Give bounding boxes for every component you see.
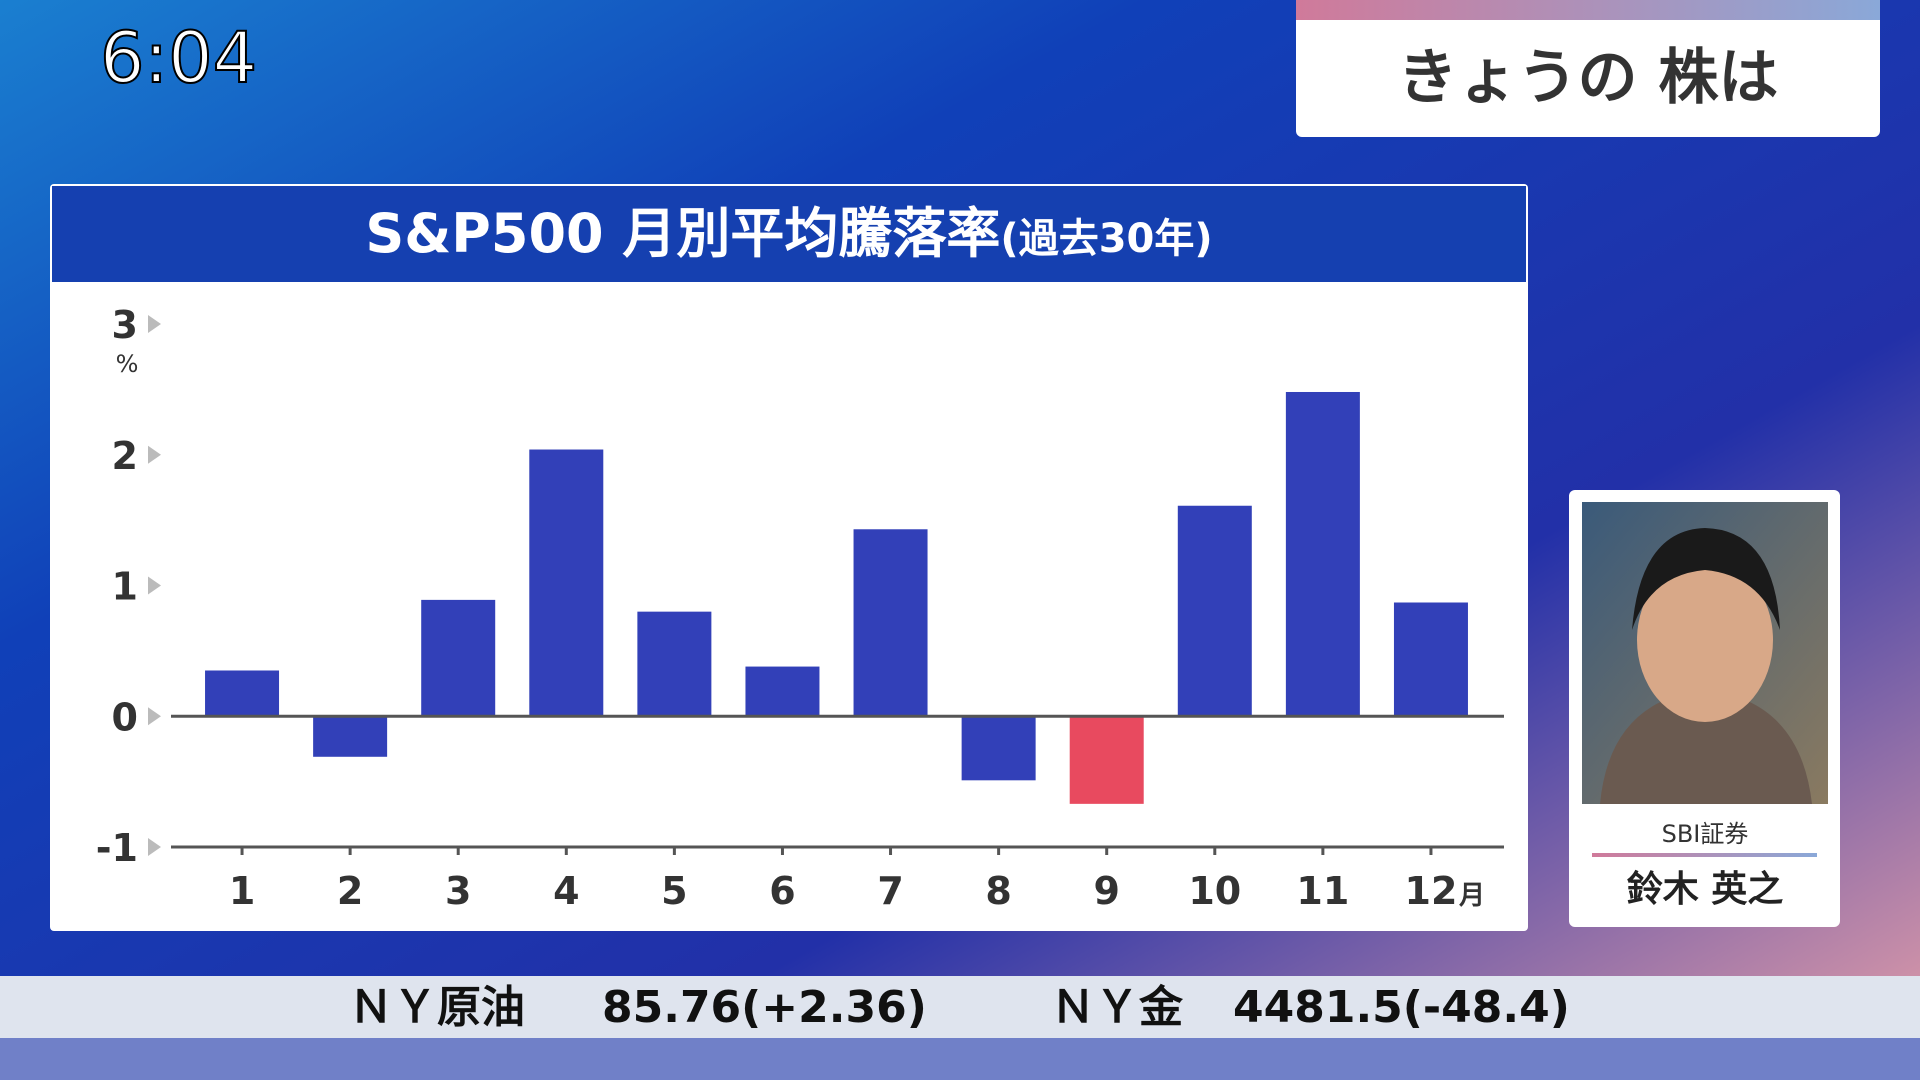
- bar: [961, 716, 1036, 781]
- x-tick-label: 1: [229, 869, 255, 913]
- bar: [853, 529, 928, 717]
- bar: [745, 666, 820, 717]
- ticker-band: [0, 976, 1920, 1038]
- x-tick-label: 10: [1188, 869, 1241, 913]
- bar: [205, 670, 280, 717]
- x-tick-label: 8: [985, 869, 1011, 913]
- y-tick-arrow: [148, 445, 161, 464]
- y-tick-label: 1: [112, 565, 138, 609]
- photo-body: [1600, 690, 1812, 804]
- ticker-value: 4481.5(-48.4): [1233, 982, 1570, 1033]
- bar: [1069, 716, 1144, 804]
- guest-divider: [1592, 853, 1817, 857]
- x-tick-label: 5: [661, 869, 687, 913]
- y-tick-label: 3: [112, 303, 138, 347]
- y-tick-arrow: [148, 707, 161, 726]
- x-tick-label: 2: [337, 869, 363, 913]
- guest-name: 鈴木 英之: [1627, 869, 1784, 910]
- x-tick-label: 9: [1093, 869, 1119, 913]
- ticker-label: ＮＹ原油: [349, 982, 525, 1033]
- y-tick-arrow: [148, 315, 161, 333]
- y-tick-label: 2: [112, 434, 138, 478]
- y-tick-arrow: [148, 576, 161, 595]
- guest-company: SBI証券: [1662, 820, 1749, 848]
- photo-hair: [1632, 528, 1780, 630]
- y-unit: %: [116, 350, 139, 378]
- x-unit: 月: [1458, 881, 1485, 911]
- photo-face: [1637, 558, 1773, 722]
- x-tick-label: 6: [769, 869, 795, 913]
- bar: [313, 716, 388, 757]
- clock: 6:04: [100, 17, 257, 99]
- chart-panel: [50, 184, 1528, 931]
- bar: [421, 599, 496, 717]
- bar: [1177, 505, 1252, 717]
- ticker-lower: [0, 1038, 1920, 1080]
- x-tick-label: 4: [553, 869, 579, 913]
- ticker-value: 85.76(+2.36): [602, 982, 927, 1033]
- chart-title: S&P500 月別平均騰落率(過去30年): [365, 202, 1212, 265]
- bar: [529, 449, 604, 717]
- x-tick-label: 3: [445, 869, 471, 913]
- segment-box: [1296, 0, 1880, 137]
- bar: [1285, 391, 1360, 717]
- title-note: (過去30年): [1000, 216, 1212, 262]
- x-tick-label: 11: [1296, 869, 1349, 913]
- x-tick-label: 7: [877, 869, 903, 913]
- segment-title: きょうの 株は: [1398, 43, 1779, 113]
- bar: [1393, 602, 1468, 717]
- y-tick-arrow: [148, 838, 161, 856]
- y-tick-label: 0: [112, 695, 138, 739]
- y-tick-label: -1: [96, 826, 138, 870]
- ticker-label: ＮＹ金: [1051, 982, 1184, 1033]
- x-tick-label: 12: [1405, 869, 1458, 913]
- title-main: S&P500 月別平均騰落率: [365, 202, 1000, 265]
- bar: [637, 611, 712, 717]
- chart-header: [52, 186, 1526, 282]
- segment-strip: [1296, 0, 1880, 20]
